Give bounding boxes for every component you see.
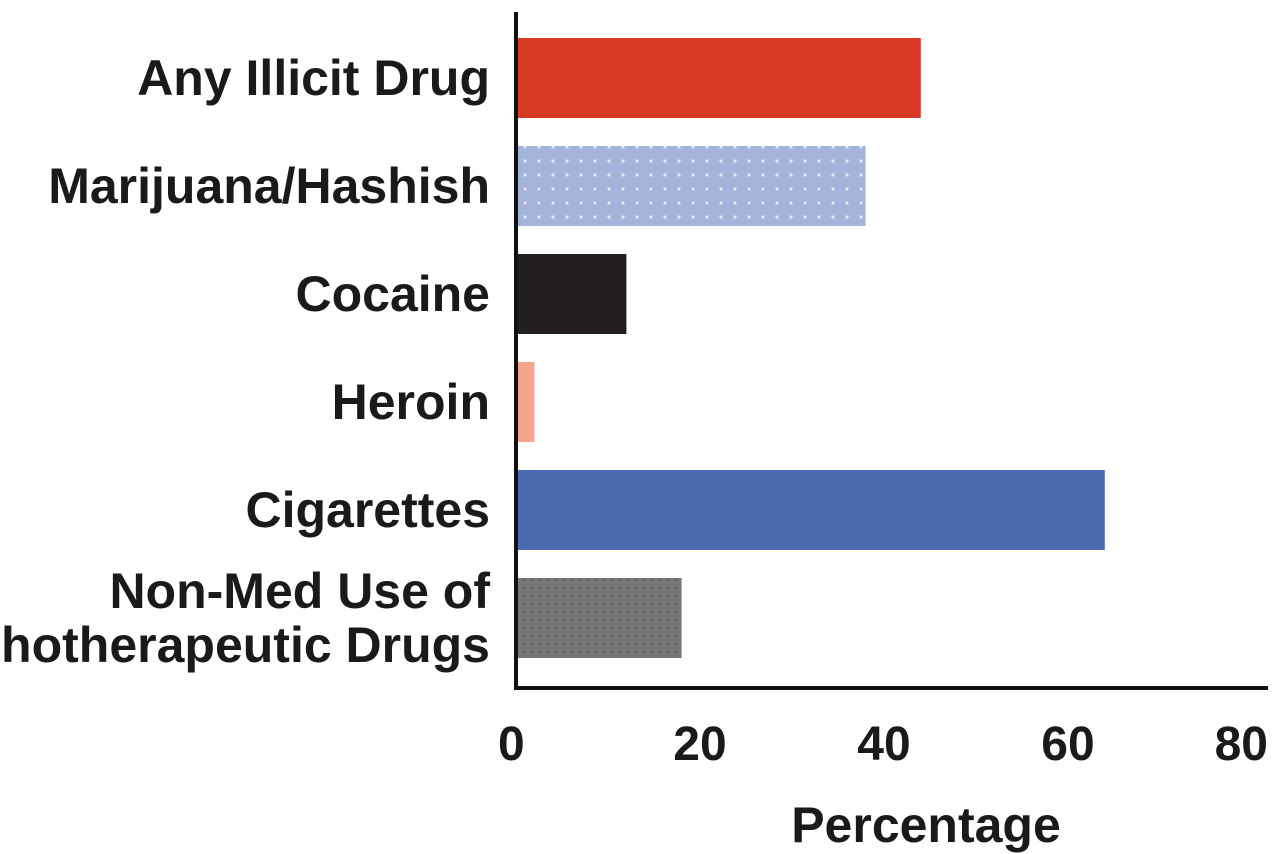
category-label-line: Cocaine	[295, 266, 490, 322]
x-tick-label: 0	[498, 718, 525, 771]
category-label-line: Cigarettes	[245, 482, 490, 538]
category-label-line: Non-Med Use of	[109, 563, 490, 619]
category-label-line: Any Illicit Drug	[137, 50, 490, 106]
bars-group	[516, 38, 1105, 658]
bar-marijuana-hashish	[516, 146, 866, 226]
bar-cocaine	[516, 254, 627, 334]
bar-any-illicit-drug	[516, 38, 921, 118]
x-tick-label: 60	[1041, 718, 1094, 771]
bar-cigarettes	[516, 470, 1105, 550]
x-axis-title: Percentage	[791, 797, 1061, 853]
category-label: Cocaine	[295, 266, 490, 322]
category-label: Marijuana/Hashish	[48, 158, 490, 214]
category-label: Heroin	[332, 374, 490, 430]
category-label-line: Psychotherapeutic Drugs	[0, 617, 490, 673]
category-labels: Any Illicit Drug Marijuana/Hashish Cocaine…	[0, 50, 490, 673]
category-label: Any Illicit Drug	[137, 50, 490, 106]
bar-heroin	[516, 362, 535, 442]
category-label: Cigarettes	[245, 482, 490, 538]
x-tick-label: 40	[857, 718, 910, 771]
x-axis-ticks: 0 20 40 60 80	[498, 718, 1268, 771]
category-label-line: Heroin	[332, 374, 490, 430]
bar-non-med-use-of-psychotherapeutic-drugs	[516, 578, 682, 658]
category-label: Non-Med Use ofPsychotherapeutic Drugs	[0, 563, 490, 673]
x-tick-label: 80	[1215, 718, 1268, 771]
category-label-line: Marijuana/Hashish	[48, 158, 490, 214]
x-tick-label: 20	[673, 718, 726, 771]
